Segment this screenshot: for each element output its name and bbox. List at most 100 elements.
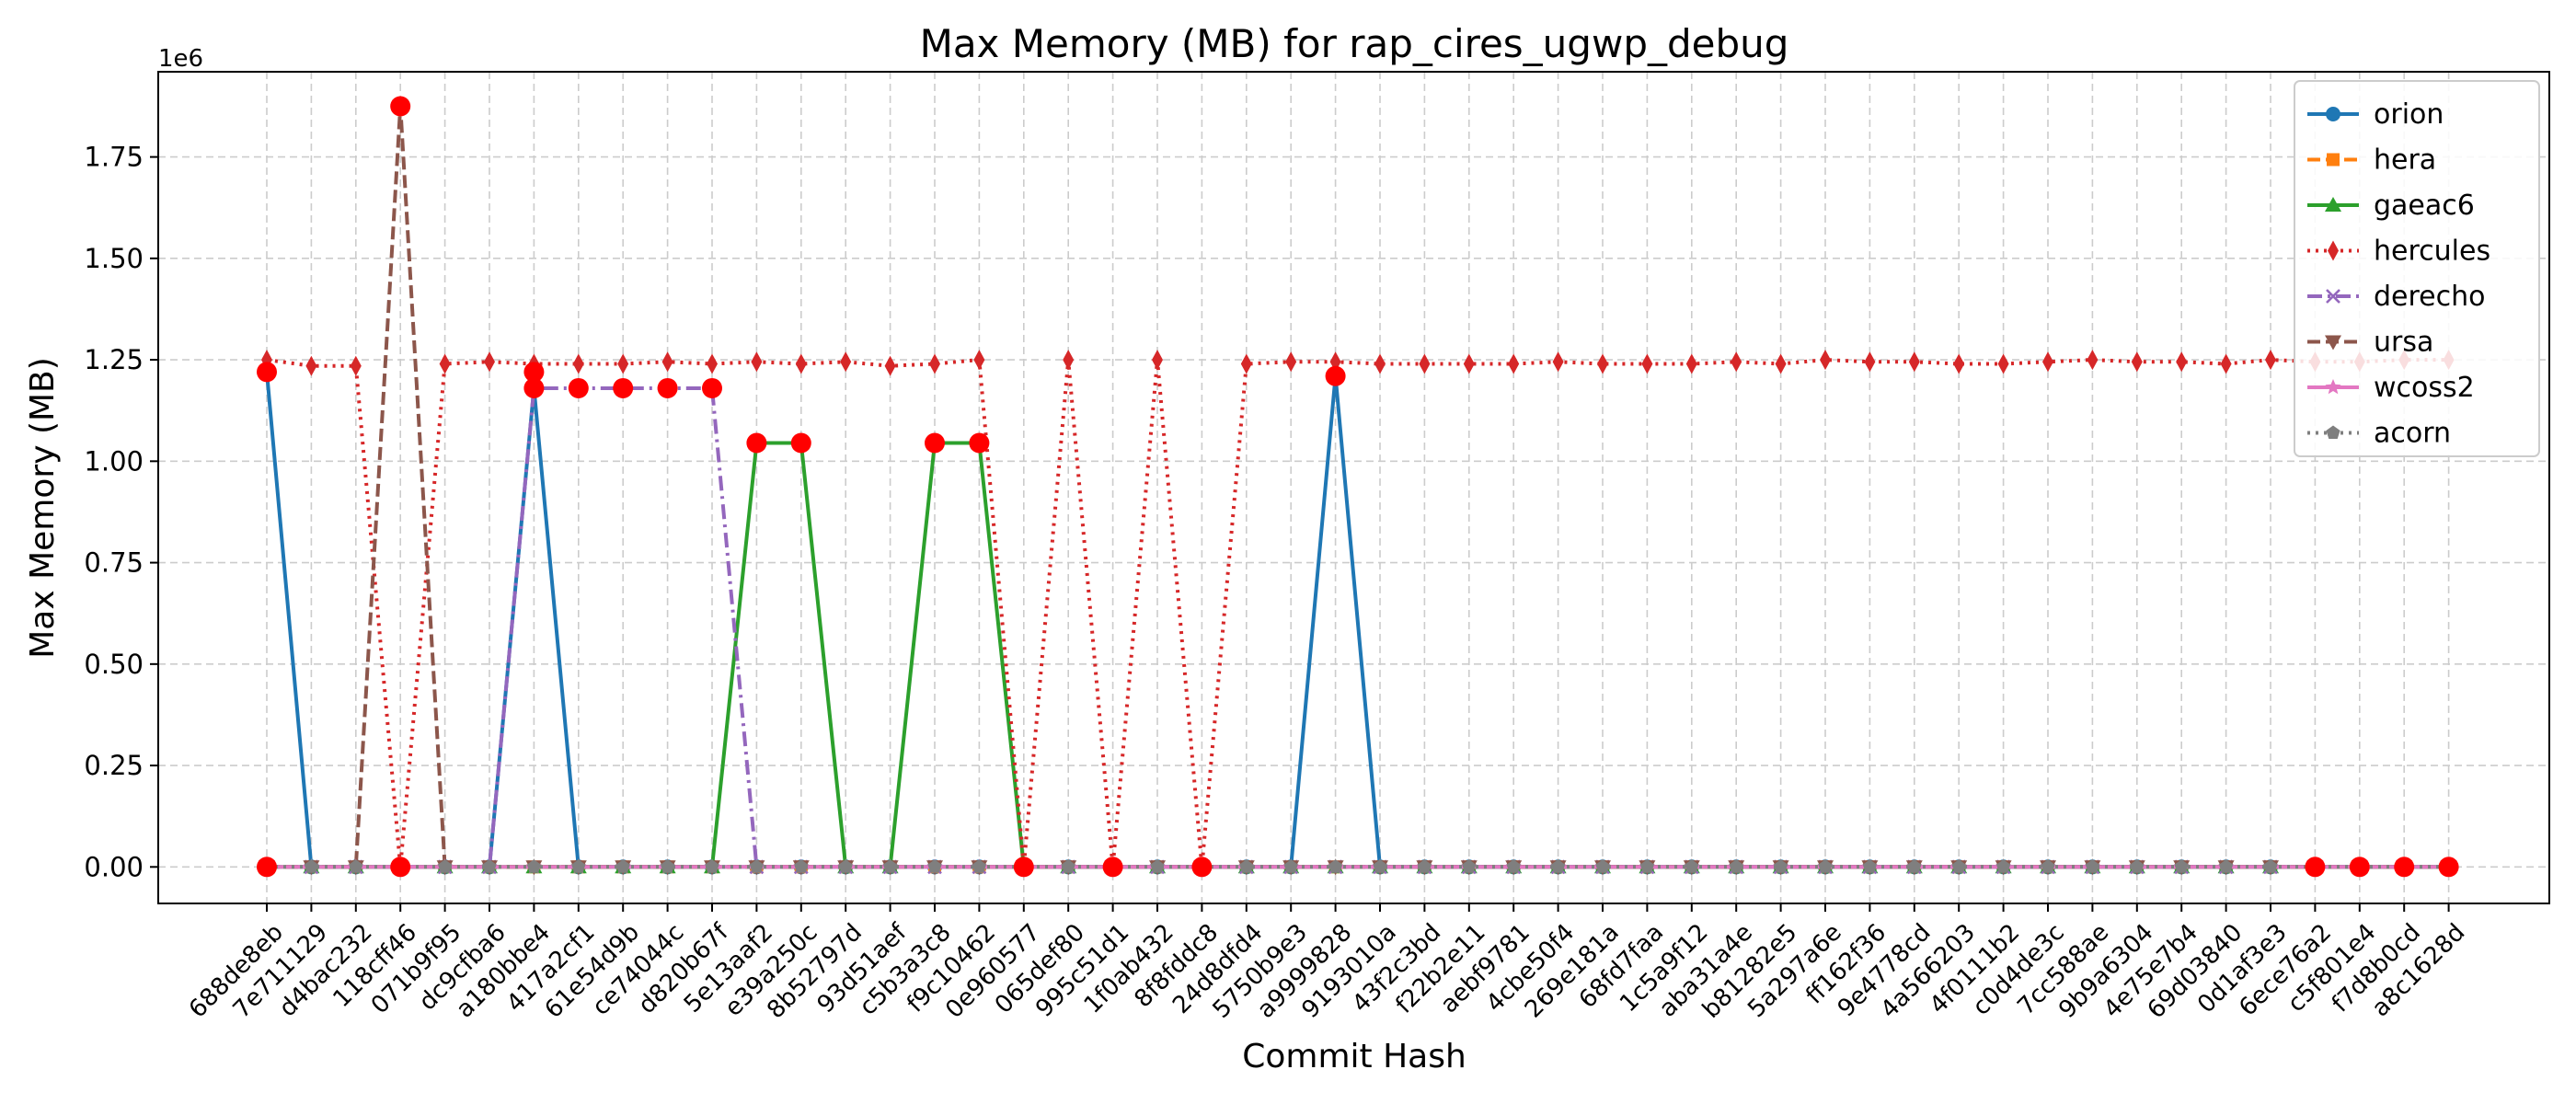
data-point-acorn [615, 859, 630, 873]
legend-marker-ursa [2325, 335, 2341, 351]
data-point-acorn [972, 859, 986, 873]
data-point-acorn [883, 859, 898, 873]
highlight-point [2394, 857, 2415, 878]
data-point-hercules [350, 355, 362, 376]
legend-box [2294, 80, 2540, 457]
legend-marker-wcoss2 [2325, 379, 2341, 395]
legend-label-hercules: hercules [2374, 236, 2490, 268]
highlight-point [390, 857, 411, 878]
highlight-point [257, 857, 277, 878]
data-point-hercules [617, 353, 629, 374]
y-tick-label: 1.50 [84, 243, 144, 274]
legend-item-hera: hera [2307, 144, 2436, 177]
data-point-acorn [1951, 859, 1966, 873]
data-point-hercules [1152, 350, 1163, 371]
highlight-point [790, 432, 811, 454]
legend-item-gaeac6: gaeac6 [2307, 190, 2475, 222]
data-point-acorn [1061, 859, 1075, 873]
data-point-hercules [1731, 351, 1742, 373]
data-point-hercules [1641, 353, 1653, 374]
data-point-hercules [1820, 350, 1831, 371]
data-point-hercules [1997, 353, 2009, 374]
highlight-point [702, 377, 722, 398]
y-tick-label: 0.75 [84, 547, 144, 579]
data-point-hercules [572, 353, 584, 374]
y-tick-label: 0.00 [84, 851, 144, 882]
highlight-point [1325, 365, 1346, 386]
data-point-hercules [1374, 353, 1386, 374]
data-point-hercules [1953, 353, 1965, 374]
y-axis: 0.00 0.25 0.50 0.75 1.00 1.25 1.50 1.75 [84, 142, 158, 882]
data-point-hercules [1552, 351, 1564, 373]
legend-label-gaeac6: gaeac6 [2374, 190, 2475, 222]
legend-marker-hera [2327, 153, 2340, 167]
data-point-hercules [1240, 353, 1252, 374]
highlight-point [969, 432, 990, 454]
data-point-acorn [1729, 859, 1743, 873]
highlight-point [1102, 857, 1123, 878]
data-point-acorn [2130, 859, 2145, 873]
data-point-acorn [838, 859, 853, 873]
data-point-acorn [794, 859, 809, 873]
data-point-hercules [973, 350, 985, 371]
legend: orion hera gaeac6 hercules derecho ursa wcoss2… [2294, 80, 2540, 457]
data-point-acorn [2263, 859, 2278, 873]
legend-item-acorn: acorn [2307, 418, 2451, 450]
data-point-acorn [2219, 859, 2234, 873]
y-axis-label: Max Memory (MB) [24, 357, 62, 659]
highlight-point [613, 377, 634, 398]
data-point-hercules [2131, 351, 2143, 373]
data-point-acorn [1639, 859, 1654, 873]
data-point-acorn [1462, 859, 1477, 873]
highlight-point [568, 377, 589, 398]
data-point-acorn [571, 859, 586, 873]
data-point-hercules [305, 355, 317, 376]
legend-item-wcoss2: wcoss2 [2307, 372, 2475, 404]
legend-item-hercules: hercules [2307, 236, 2490, 268]
legend-label-ursa: ursa [2374, 327, 2433, 359]
plot-frame [157, 71, 2550, 904]
highlight-point [925, 432, 945, 454]
highlight-point [523, 362, 545, 383]
data-point-acorn [349, 859, 363, 873]
data-point-hercules [884, 355, 896, 376]
data-point-acorn [1150, 859, 1165, 873]
data-point-hercules [1463, 353, 1475, 374]
legend-label-derecho: derecho [2374, 281, 2486, 313]
data-point-acorn [1862, 859, 1877, 873]
data-point-acorn [705, 859, 719, 873]
data-point-acorn [1283, 859, 1298, 873]
y-tick-label: 1.25 [84, 344, 144, 375]
data-point-acorn [1774, 859, 1788, 873]
data-point-hercules [2265, 350, 2276, 371]
y-tick-label: 0.50 [84, 649, 144, 680]
data-point-acorn [1506, 859, 1521, 873]
data-point-acorn [1328, 859, 1343, 873]
legend-item-ursa: ursa [2307, 327, 2433, 359]
highlight-point [523, 377, 545, 398]
data-point-hercules [1419, 353, 1431, 374]
legend-label-orion: orion [2374, 98, 2444, 131]
data-point-hercules [1597, 353, 1608, 374]
data-point-acorn [661, 859, 675, 873]
y-tick-label: 1.75 [84, 142, 144, 173]
data-point-acorn [1239, 859, 1254, 873]
highlight-point [2349, 857, 2370, 878]
data-point-acorn [438, 859, 453, 873]
highlight-points [257, 96, 2459, 878]
highlight-point [1191, 857, 1213, 878]
data-point-acorn [1907, 859, 1922, 873]
data-point-acorn [526, 859, 541, 873]
data-point-hercules [1063, 350, 1075, 371]
chart-title: Max Memory (MB) for rap_cires_ugwp_debug [920, 21, 1789, 66]
series-line-hercules [266, 358, 2449, 869]
legend-marker-gaeac6 [2325, 197, 2341, 212]
data-point-acorn [482, 859, 497, 873]
highlight-point [2305, 857, 2326, 878]
legend-marker-hercules [2328, 240, 2339, 261]
data-point-hercules [1285, 351, 1297, 373]
data-point-acorn [2085, 859, 2099, 873]
y-tick-label: 1.00 [84, 445, 144, 477]
data-point-hercules [751, 351, 763, 373]
